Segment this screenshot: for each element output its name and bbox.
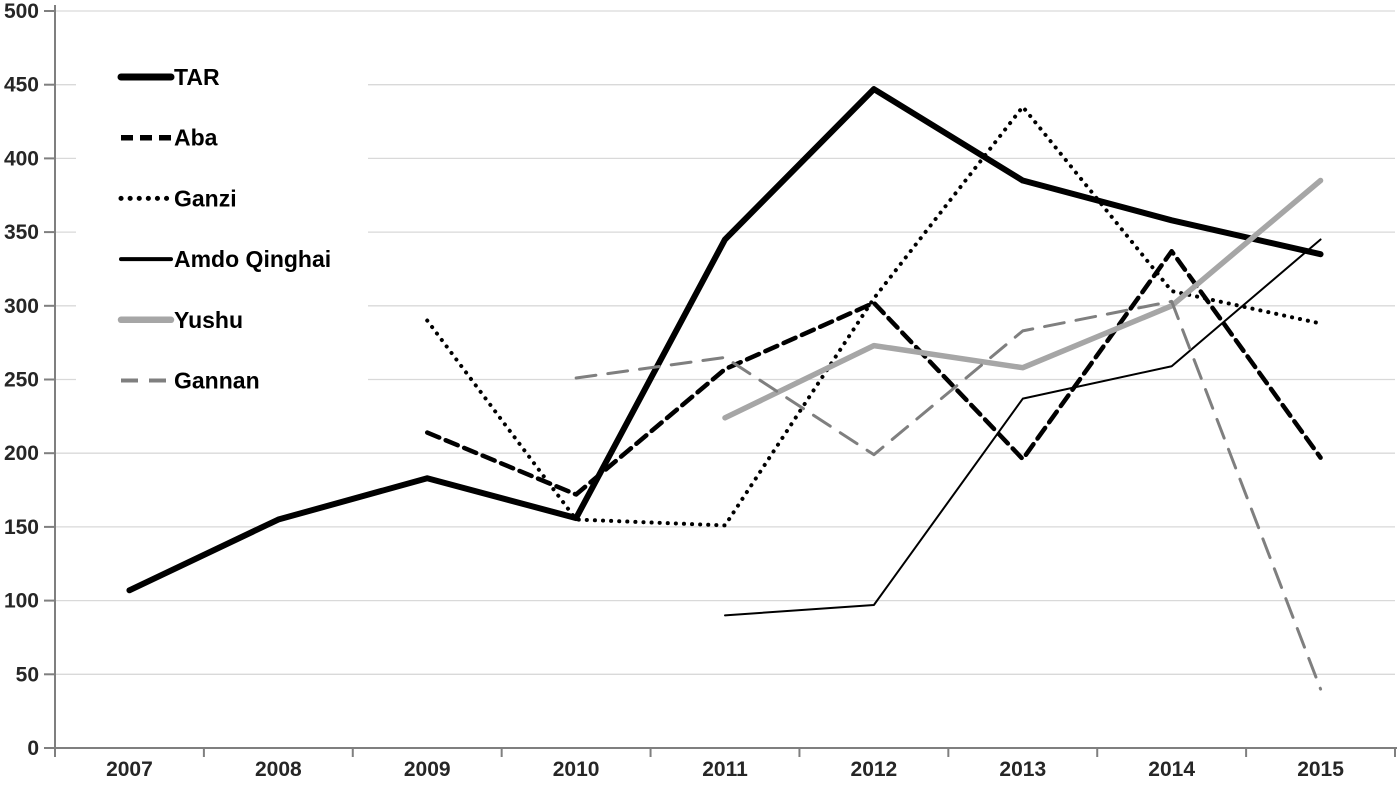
y-tick-label: 0	[27, 737, 39, 760]
axes	[54, 5, 1397, 749]
legend-label-amdo-qinghai: Amdo Qinghai	[174, 246, 331, 272]
x-tick-label: 2007	[106, 758, 153, 781]
y-axis-ticks	[44, 10, 55, 749]
y-tick-label: 200	[4, 442, 39, 465]
series-lines	[126, 86, 1324, 691]
x-tick-label: 2010	[553, 758, 600, 781]
x-axis-labels: 2007 2008 2009 2010 2011 2012 2013 2014 2015	[106, 758, 1344, 781]
y-tick-label: 450	[4, 74, 39, 97]
legend: TAR Aba Ganzi Amdo Qinghai Yushu Gannan	[76, 45, 368, 403]
legend-item-tar: TAR	[117, 64, 220, 90]
legend-label-yushu: Yushu	[174, 307, 243, 333]
x-tick-label: 2013	[999, 758, 1046, 781]
y-tick-label: 300	[4, 295, 39, 318]
legend-item-aba: Aba	[121, 125, 218, 151]
series-line-amdo-qinghai	[724, 238, 1322, 617]
y-axis-labels: 0 50 100 150 200 250 300 350 400 450 500	[4, 0, 39, 760]
series-line-gannan	[574, 299, 1323, 691]
legend-label-gannan: Gannan	[174, 368, 260, 394]
legend-label-aba: Aba	[174, 125, 218, 151]
y-tick-label: 150	[4, 516, 39, 539]
series-line-aba	[424, 249, 1323, 497]
x-tick-label: 2014	[1148, 758, 1195, 781]
y-tick-label: 500	[4, 0, 39, 23]
legend-background	[76, 45, 368, 403]
x-tick-label: 2009	[404, 758, 451, 781]
y-tick-label: 50	[16, 663, 39, 686]
series-line-yushu	[722, 177, 1324, 421]
x-axis-ticks	[54, 748, 1396, 757]
legend-label-tar: TAR	[174, 64, 220, 90]
x-tick-label: 2015	[1297, 758, 1344, 781]
x-tick-label: 2008	[255, 758, 302, 781]
legend-item-ganzi: Ganzi	[118, 185, 237, 211]
x-tick-label: 2011	[702, 758, 748, 781]
series-line-tar	[126, 86, 1324, 594]
legend-item-yushu: Yushu	[117, 307, 243, 333]
y-tick-label: 400	[4, 147, 39, 170]
y-tick-label: 250	[4, 369, 39, 392]
y-tick-label: 100	[4, 590, 39, 613]
y-tick-label: 350	[4, 221, 39, 244]
series-line-ganzi	[425, 104, 1323, 528]
x-tick-label: 2012	[851, 758, 898, 781]
legend-label-ganzi: Ganzi	[174, 185, 237, 211]
legend-item-amdo-qinghai: Amdo Qinghai	[119, 246, 331, 272]
legend-item-gannan: Gannan	[121, 368, 260, 394]
